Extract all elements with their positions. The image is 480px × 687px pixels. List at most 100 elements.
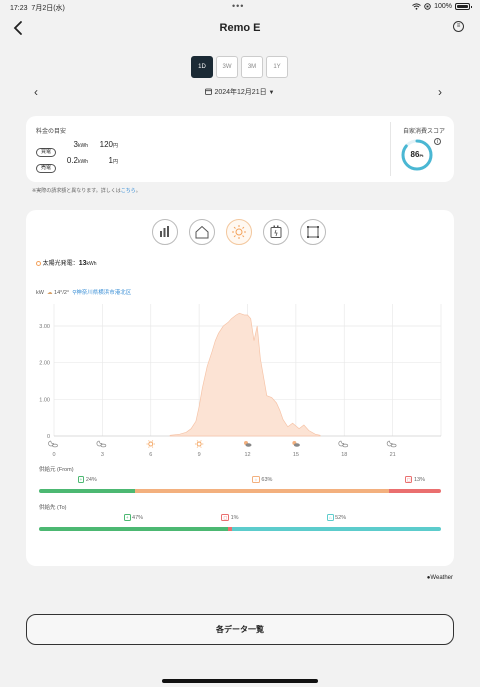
cost-row: 買電 3kWh 120円 (36, 140, 336, 157)
score-ring (401, 139, 433, 171)
generation-summary: 太陽光発電：13kWh (36, 258, 96, 267)
bar-chart-icon (160, 226, 169, 237)
x-tick-label: 0 (52, 452, 55, 456)
temperature: 14°/2° (54, 290, 70, 296)
home-indicator[interactable] (162, 679, 318, 683)
y-tick-label: 3.00 (39, 324, 50, 330)
home-icon (195, 225, 209, 239)
icon-tab-sun[interactable] (226, 219, 252, 245)
yen-value: 1円 (108, 156, 118, 165)
y-tick-label: 2.00 (39, 361, 50, 367)
x-tick-label: 21 (390, 452, 396, 456)
moon-cloud-icon (48, 440, 58, 448)
status-date: 7月2日(水) (31, 5, 65, 12)
icon-tab-grid[interactable] (300, 219, 326, 245)
date-label: 2024年12月21日 (214, 89, 267, 96)
grid-icon: ◻ (221, 514, 230, 521)
all-data-button[interactable]: 各データ一覧 (26, 614, 454, 645)
score-title: 自家消費スコア (402, 129, 445, 135)
note-link[interactable]: こちら (120, 188, 136, 194)
location[interactable]: 神奈川県横浜市港北区 (76, 290, 132, 296)
cost-row: 売電 0.2kWh 1円 (36, 156, 336, 173)
sun-cloud-icon (292, 441, 300, 447)
battery-icon: + (77, 476, 85, 483)
y-tick-label: 0 (47, 434, 50, 440)
multitask-dots[interactable]: ••• (232, 1, 245, 11)
supply-label: + 24% (77, 476, 97, 483)
x-tick-label: 9 (198, 452, 201, 456)
status-bar: 17:23 7月2日(水) ••• 100% (0, 0, 480, 14)
supply-label: ☼ 63% (251, 476, 273, 483)
supply-segment (231, 527, 441, 531)
moon-cloud-icon (338, 440, 349, 448)
location-pin-icon: ⚲ (72, 290, 77, 296)
supply-label: + 47% (123, 514, 144, 521)
tab-1y[interactable]: 1Y (266, 56, 288, 78)
supply-to-bar (39, 527, 441, 531)
sun-dot-icon (36, 260, 41, 266)
moon-cloud-icon (386, 440, 397, 448)
generation-area (169, 312, 321, 437)
supply-segment (227, 527, 232, 531)
battery-icon (270, 225, 282, 238)
supply-from-title: 供給元 (From) (39, 467, 74, 473)
supply-segment (39, 489, 136, 493)
x-tick-label: 12 (244, 452, 250, 456)
icon-tab-home[interactable] (189, 219, 215, 245)
yen-value: 120円 (99, 140, 118, 149)
sun-icon (146, 440, 155, 448)
wifi-icon (412, 3, 421, 10)
icon-tab-bar-chart[interactable] (152, 219, 178, 245)
divider (390, 122, 391, 176)
moon-cloud-icon (96, 440, 107, 448)
sun-icon: ☼ (251, 476, 260, 483)
grid-icon (307, 226, 319, 238)
kwh-value: 0.2kWh (66, 156, 88, 165)
generation-chart: 0 1.00 2.00 3.00 0 3 6 9 12 15 18 21 (39, 304, 442, 456)
menu-circle-icon[interactable]: ≡ (453, 21, 464, 32)
supply-label: ⌂ 52% (326, 514, 347, 521)
kwh-value: 3kWh (73, 140, 88, 149)
battery-percent: 100% (434, 3, 452, 10)
cost-tag: 買電 (36, 148, 57, 157)
next-date-chevron-icon[interactable]: › (438, 85, 442, 99)
x-tick-label: 15 (293, 452, 299, 456)
apple-logo-icon: ● (426, 575, 431, 581)
score-arc (401, 139, 433, 171)
supply-label: ◻ 13% (404, 476, 425, 483)
supply-from-bar (39, 489, 441, 493)
date-selector[interactable]: 2024年12月21日 ▼ (0, 87, 480, 97)
cost-card: 料金の目安 買電 3kWh 120円売電 0.2kWh 1円 自家消費スコア i 86P… (26, 116, 454, 182)
prev-date-chevron-icon[interactable]: ‹ (34, 85, 38, 99)
info-icon[interactable]: i (434, 138, 441, 145)
home-icon: ⌂ (326, 514, 334, 521)
icon-tab-battery[interactable] (263, 219, 289, 245)
generation-value: 13 (78, 260, 87, 267)
grid-icon: ◻ (404, 476, 413, 483)
cost-tag: 売電 (36, 164, 57, 173)
orientation-lock-icon (424, 3, 431, 10)
tab-1d[interactable]: 1D (191, 56, 213, 78)
date-navigation: ‹ 2024年12月21日 ▼ › (0, 85, 480, 99)
sun-icon (194, 440, 204, 448)
tab-3m[interactable]: 3M (241, 56, 263, 78)
caret-down-icon: ▼ (268, 90, 275, 96)
x-tick-label: 18 (341, 452, 347, 456)
sun-cloud-icon (244, 441, 252, 447)
battery-icon (455, 3, 472, 10)
unit-label: kW (36, 290, 44, 296)
tab-3w[interactable]: 3W (216, 56, 238, 78)
battery-icon: + (123, 514, 131, 521)
status-time: 17:23 (10, 5, 28, 12)
weather-credit: ●Weather (426, 575, 453, 581)
chart-card: 太陽光発電：13kWh kW ☁ 14°/2° ⚲神奈川県横浜市港北区 0 1.0… (26, 210, 454, 566)
x-tick-label: 6 (149, 452, 152, 456)
back-chevron-icon[interactable] (10, 19, 28, 37)
supply-segment (135, 489, 389, 493)
score-value: 86Pt (410, 150, 424, 159)
supply-segment (39, 527, 228, 531)
page-title: Remo E (219, 22, 261, 34)
cost-title: 料金の目安 (36, 129, 67, 135)
supply-to-title: 供給先 (To) (39, 505, 67, 511)
y-tick-label: 1.00 (39, 397, 50, 403)
